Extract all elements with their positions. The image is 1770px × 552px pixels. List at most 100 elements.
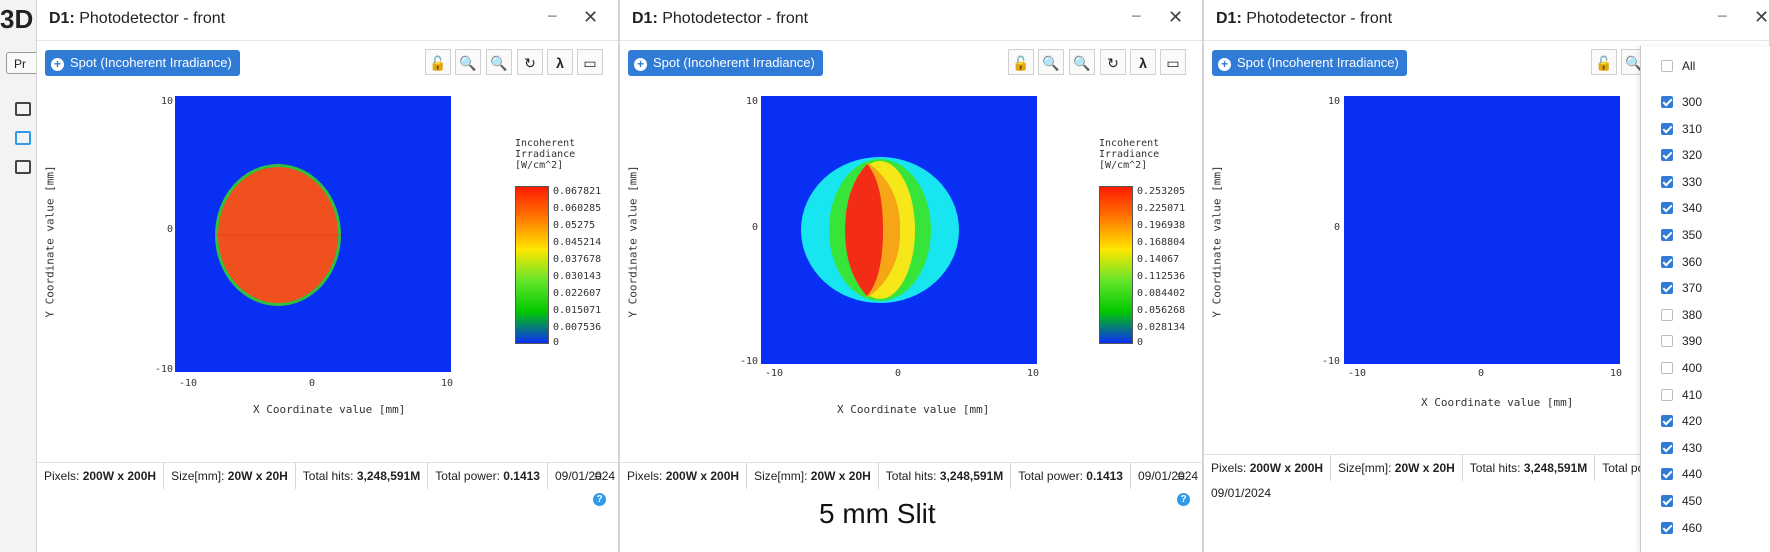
spot-mode-button[interactable]: + Spot (Incoherent Irradiance) (45, 50, 240, 76)
checked-checkbox[interactable] (1661, 255, 1673, 268)
wavelength-option[interactable]: 320 (1661, 145, 1702, 165)
x-tick: 0 (309, 378, 316, 389)
checked-checkbox[interactable] (1661, 495, 1673, 507)
minimize-button[interactable]: − (1131, 6, 1142, 26)
photodetector-window-2: D1: Photodetector - front − ✕ + Spot (Inc… (619, 0, 1203, 552)
wavelength-option[interactable]: 460 (1661, 518, 1702, 538)
unchecked-checkbox[interactable] (1661, 388, 1673, 401)
panel-view-icon[interactable] (15, 160, 31, 174)
checked-checkbox[interactable] (1661, 122, 1673, 135)
y-axis-label: Y Coordinate value [mm] (43, 165, 57, 318)
close-button[interactable]: ✕ (583, 7, 599, 27)
zoom-out-icon[interactable]: 🔍 (486, 49, 512, 75)
wavelength-option[interactable]: 380 (1661, 305, 1702, 325)
unchecked-checkbox[interactable] (1661, 362, 1673, 374)
irradiance-heatmap (175, 96, 451, 372)
monitor-icon[interactable]: ▭ (577, 49, 603, 75)
wavelength-option[interactable]: 450 (1661, 491, 1702, 511)
wavelength-option[interactable]: 300 (1661, 92, 1702, 112)
minimize-button[interactable]: − (1717, 6, 1728, 26)
spot-mode-button[interactable]: + Spot (Incoherent Irradiance) (628, 50, 823, 76)
wavelength-label: 320 (1682, 148, 1703, 163)
wavelength-option[interactable]: 350 (1661, 225, 1702, 245)
wavelength-option[interactable]: 400 (1661, 358, 1702, 378)
pr-button[interactable]: Pr (6, 52, 40, 74)
add-icon: + (1218, 58, 1231, 71)
close-button[interactable]: ✕ (1168, 7, 1184, 27)
wavelength-option[interactable]: 440 (1661, 464, 1702, 484)
wavelength-icon[interactable]: λ (547, 49, 573, 75)
y-tick: 0 (167, 224, 174, 235)
checked-checkbox[interactable] (1661, 282, 1673, 295)
checked-checkbox[interactable] (1661, 175, 1673, 188)
checked-checkbox[interactable] (1661, 149, 1673, 162)
monitor-icon[interactable]: ▭ (1160, 49, 1186, 75)
window-title: D1: Photodetector - front (1216, 10, 1393, 27)
refresh-icon[interactable]: ↻ (1100, 49, 1126, 75)
wavelength-option[interactable]: 310 (1661, 119, 1702, 139)
close-button[interactable]: ✕ (1754, 7, 1770, 27)
wavelength-option[interactable]: 360 (1661, 252, 1702, 272)
window-titlebar: D1: Photodetector - front − ✕ (37, 0, 618, 41)
wavelength-icon[interactable]: λ (1130, 49, 1156, 75)
wavelength-option[interactable]: 410 (1661, 385, 1702, 405)
checked-checkbox[interactable] (1661, 202, 1673, 215)
refresh-icon[interactable]: ↻ (517, 49, 543, 75)
unlock-icon[interactable]: 🔓 (1008, 49, 1034, 75)
window-title: D1: Photodetector - front (49, 10, 226, 27)
status-bar: Pixels: 200W x 200H Size[mm]: 20W x 20H To… (620, 462, 1202, 489)
checked-checkbox[interactable] (1661, 468, 1673, 481)
app-logo: 3D (0, 4, 34, 34)
wavelength-label: 370 (1682, 281, 1703, 296)
help-icon[interactable]: ? (593, 493, 606, 506)
x-tick: -10 (1348, 368, 1367, 379)
menu-icon[interactable]: ≡ (1177, 468, 1186, 484)
unchecked-checkbox[interactable] (1661, 308, 1673, 321)
checked-checkbox[interactable] (1661, 441, 1673, 454)
x-tick: 10 (1027, 368, 1040, 379)
wavelength-label: 430 (1682, 440, 1703, 455)
x-tick: -10 (765, 368, 784, 379)
wavelength-label: 460 (1682, 520, 1703, 535)
wavelength-option[interactable]: 420 (1661, 411, 1702, 431)
minimize-button[interactable]: − (547, 6, 558, 26)
add-icon: + (51, 58, 64, 71)
wavelength-filter-panel: All 300 310 320 330 340 350 360 370 380 390 400 410… (1640, 46, 1770, 552)
wavelength-label: 390 (1682, 334, 1703, 349)
spot-mode-button[interactable]: + Spot (Incoherent Irradiance) (1212, 50, 1407, 76)
x-axis-label: X Coordinate value [mm] (837, 403, 990, 416)
unlock-icon[interactable]: 🔓 (425, 49, 451, 75)
status-date: 09/01/2024 (1211, 486, 1272, 500)
y-tick: 10 (161, 96, 174, 107)
app-sidebar: 3D Pr (0, 0, 40, 552)
wavelength-option[interactable]: 340 (1661, 198, 1702, 218)
y-tick: -10 (740, 356, 759, 367)
help-icon[interactable]: ? (1177, 493, 1190, 506)
wavelength-option[interactable]: 330 (1661, 172, 1702, 192)
window-titlebar: D1: Photodetector - front − ✕ (1204, 0, 1769, 41)
wavelength-label: 350 (1682, 228, 1703, 242)
checkbox[interactable] (1661, 60, 1673, 72)
menu-icon[interactable]: ≡ (594, 468, 603, 484)
unlock-icon[interactable]: 🔓 (1591, 49, 1617, 75)
wavelength-option[interactable]: 430 (1661, 438, 1702, 458)
zoom-in-icon[interactable]: 🔍 (1038, 49, 1064, 75)
wavelength-option[interactable]: 370 (1661, 278, 1702, 298)
wavelength-option[interactable]: 390 (1661, 331, 1702, 351)
checked-checkbox[interactable] (1661, 96, 1673, 108)
wavelength-all-option[interactable]: All (1661, 56, 1695, 76)
unchecked-checkbox[interactable] (1661, 335, 1673, 348)
photodetector-window-1: D1: Photodetector - front − ✕ + Spot (Inc… (36, 0, 619, 552)
y-tick: 10 (1328, 96, 1341, 107)
y-axis-label: Y Coordinate value [mm] (626, 165, 640, 318)
wavelength-label: 300 (1682, 95, 1703, 109)
x-tick: 0 (1478, 368, 1485, 379)
zoom-in-icon[interactable]: 🔍 (455, 49, 481, 75)
checked-checkbox[interactable] (1661, 229, 1673, 241)
zoom-out-icon[interactable]: 🔍 (1069, 49, 1095, 75)
split-view-icon[interactable] (15, 131, 31, 145)
y-tick: -10 (1322, 356, 1341, 367)
checked-checkbox[interactable] (1661, 415, 1673, 428)
checked-checkbox[interactable] (1661, 521, 1673, 534)
single-view-icon[interactable] (15, 102, 31, 116)
